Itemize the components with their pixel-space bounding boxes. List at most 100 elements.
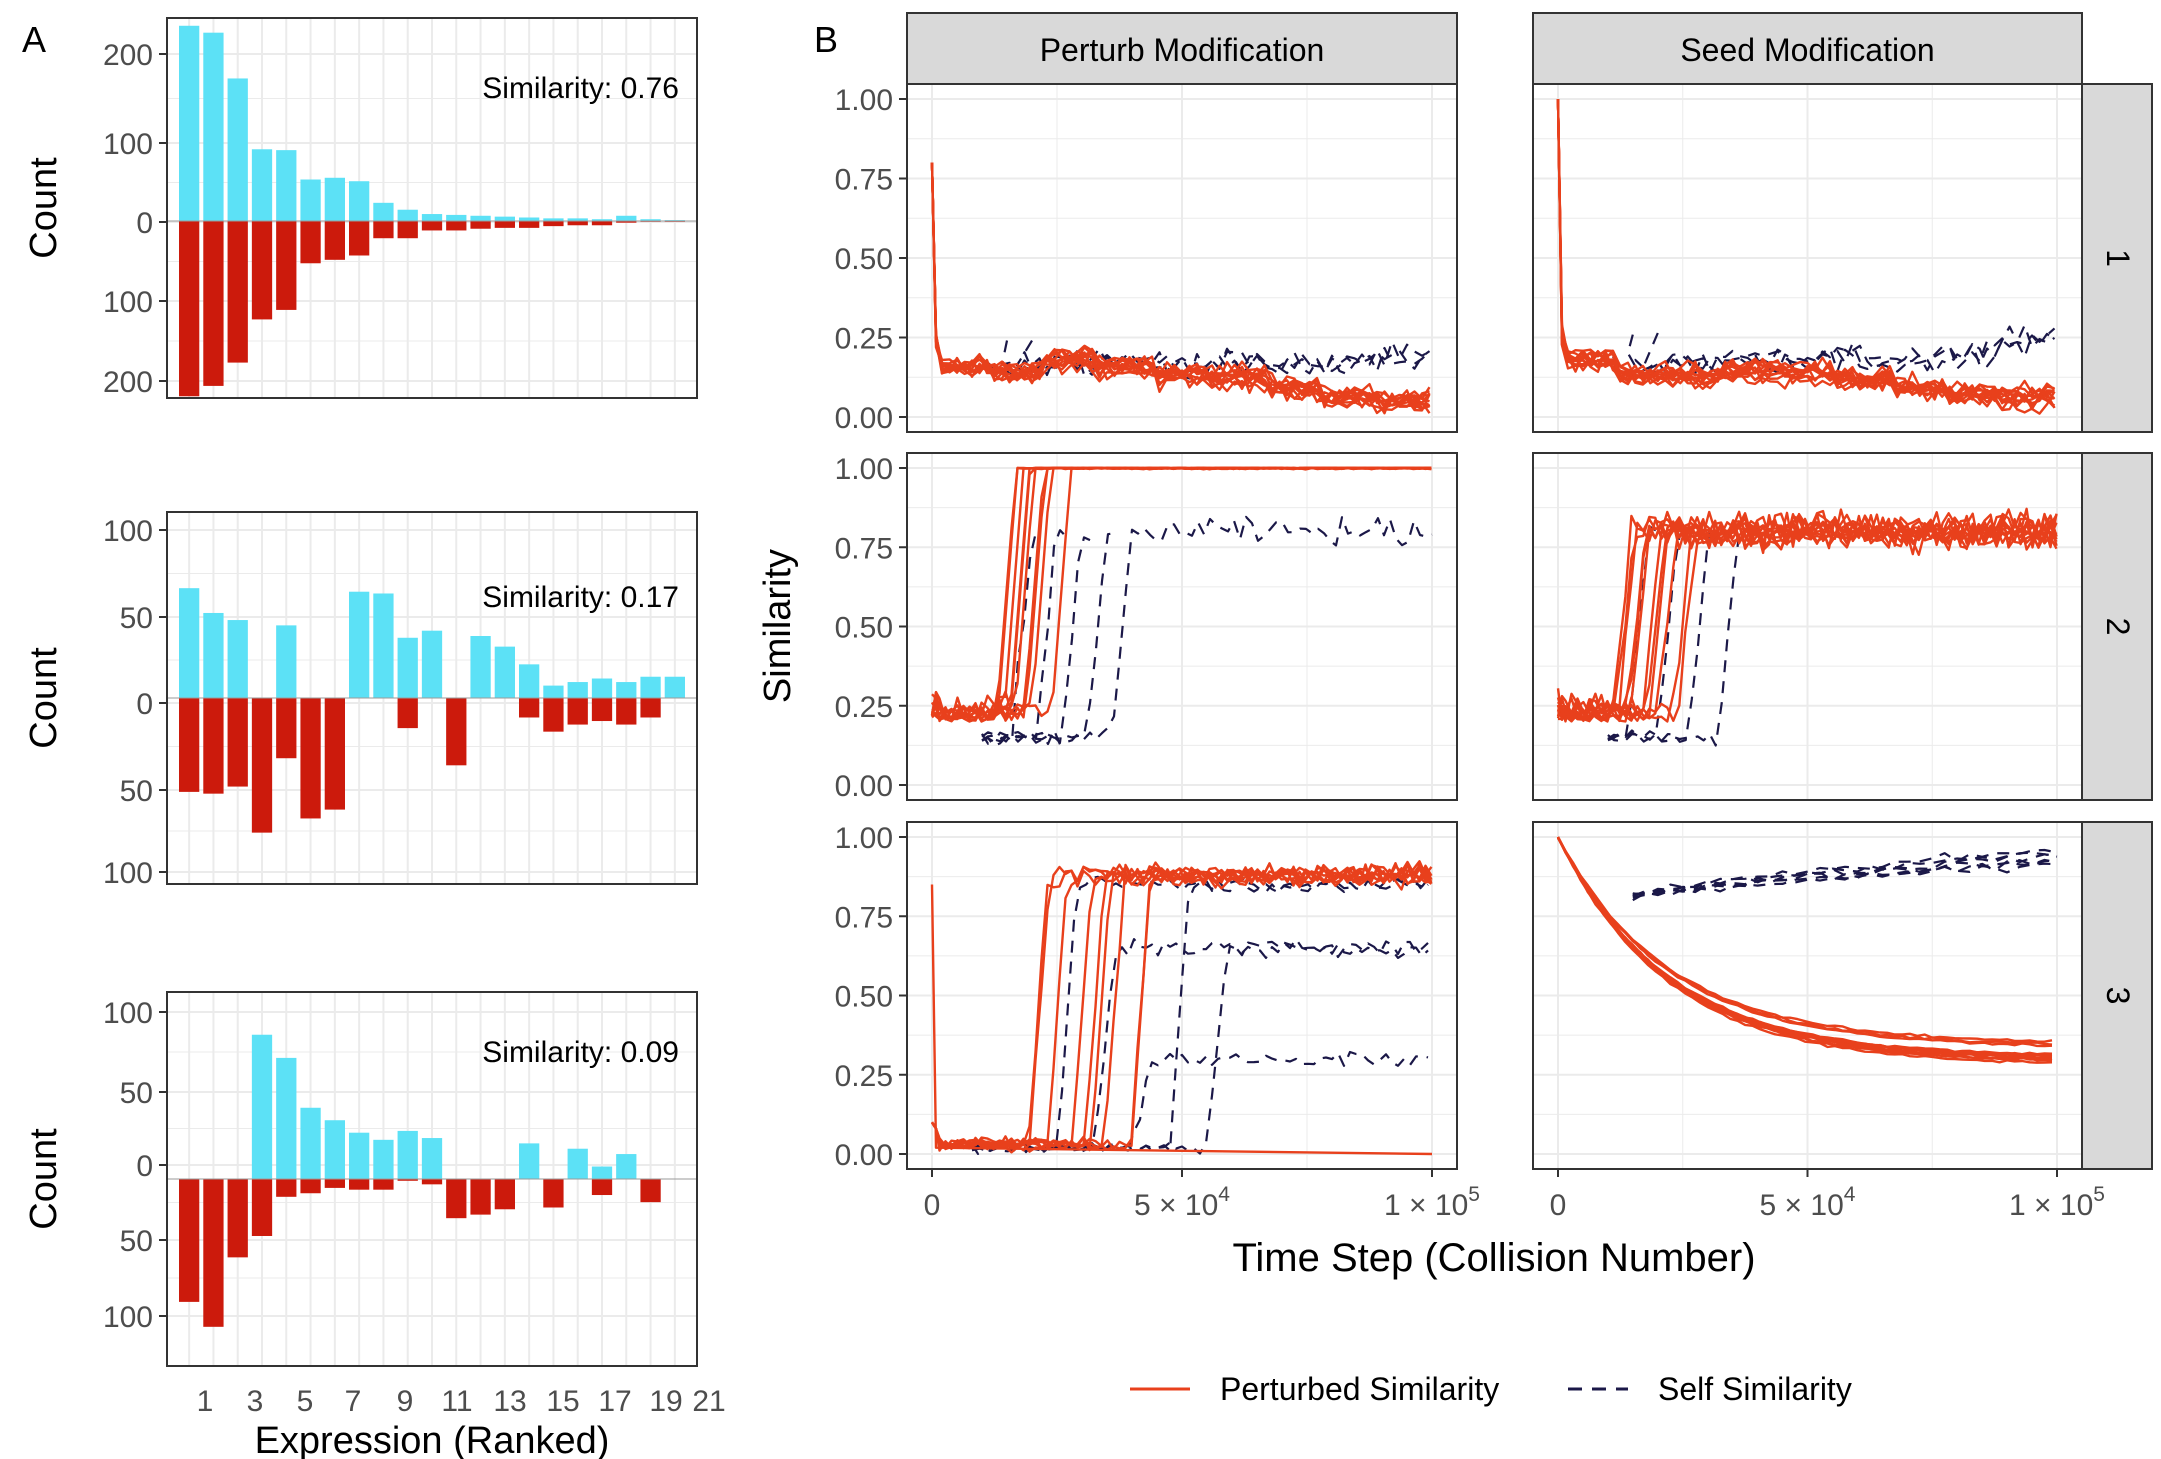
bar-positive	[543, 685, 564, 698]
bar-positive	[591, 219, 613, 221]
bar-negative	[591, 220, 613, 226]
self-similarity-line	[1632, 851, 2058, 902]
y-tick-label: 0.25	[835, 691, 893, 724]
bar-chart-1: 200 100 0 100 200 Count Similarity: 0.76	[23, 17, 698, 399]
y-tick-label: 0	[136, 207, 153, 240]
facet-perturb-modification-row-3: 0.00 0.25 0.50 0.75 1.00 0 5 × 104 1 × 105	[835, 821, 1480, 1222]
self-similarity-line	[1000, 340, 1431, 381]
facet-seed-modification-row-3: 0 5 × 104 1 × 105	[1532, 821, 2105, 1222]
bar-negative	[203, 698, 224, 794]
y-axis-title: Count	[23, 647, 65, 749]
bar-positive	[300, 1107, 321, 1179]
facet-strip-column-label: Perturb Modification	[1040, 32, 1325, 68]
bar-positive	[519, 1143, 540, 1179]
y-tick-label: 50	[120, 1225, 153, 1258]
bar-negative	[567, 220, 588, 226]
bar-positive	[203, 612, 224, 698]
x-tick-label: 1 × 105	[1384, 1183, 1480, 1222]
bar-negative	[324, 698, 345, 810]
bar-positive	[227, 78, 248, 221]
y-tick-label: 100	[103, 857, 153, 890]
y-tick-label: 0.75	[835, 164, 893, 197]
perturbed-similarity-line	[1556, 836, 2053, 1062]
bar-negative	[227, 698, 248, 787]
plot-border	[166, 17, 698, 399]
perturbed-similarity-line	[1556, 836, 2053, 1057]
y-tick-label: 0.75	[835, 901, 893, 934]
bar-negative	[276, 1179, 297, 1197]
bar-negative	[446, 1179, 467, 1219]
bar-positive	[203, 32, 224, 221]
bar-negative	[276, 698, 297, 759]
y-tick-label: 0.50	[835, 612, 893, 645]
bar-positive	[591, 1166, 613, 1179]
facet-seed-modification-row-1	[1532, 83, 2083, 433]
bar-negative	[227, 220, 248, 363]
y-tick-label: 0.75	[835, 532, 893, 565]
x-tick-label: 1	[197, 1385, 214, 1418]
bar-positive	[664, 676, 685, 698]
y-tick-label: 0	[136, 688, 153, 721]
panel-a-letter: A	[22, 19, 46, 60]
self-similarity-line	[1607, 529, 1746, 747]
y-tick-label: 1.00	[835, 84, 893, 117]
bar-positive	[421, 630, 443, 698]
y-axis-title: Similarity	[757, 549, 799, 703]
bar-positive	[640, 219, 661, 221]
bar-negative	[446, 698, 467, 766]
x-axis-title: Expression (Ranked)	[255, 1420, 610, 1459]
bar-negative	[543, 220, 564, 227]
facet-strip-row	[2081, 83, 2153, 433]
bar-negative	[324, 1179, 345, 1188]
bar-positive	[616, 1154, 637, 1179]
facet-seed-modification-row-2	[1532, 452, 2083, 801]
bar-negative	[494, 220, 515, 228]
y-tick-label: 100	[103, 1301, 153, 1334]
self-similarity-line	[971, 1050, 1429, 1154]
bar-negative	[591, 698, 613, 722]
bar-positive	[470, 215, 491, 221]
x-tick-exponent: 4	[1218, 1183, 1230, 1206]
bar-positive	[349, 181, 370, 221]
bar-positive	[324, 177, 345, 221]
perturbed-similarity-line	[930, 466, 1432, 720]
x-axis-title: Time Step (Collision Number)	[1232, 1236, 1755, 1280]
bar-negative	[567, 698, 588, 725]
bar-positive	[519, 664, 540, 698]
facet-perturb-modification-row-1: 0.00 0.25 0.50 0.75 1.00	[835, 83, 1458, 435]
legend-self-label: Self Similarity	[1658, 1371, 1852, 1407]
bar-positive	[567, 682, 588, 698]
bar-positive	[373, 1139, 394, 1179]
bar-negative	[373, 220, 394, 239]
x-tick-label: 13	[493, 1385, 526, 1418]
y-tick-label: 50	[120, 775, 153, 808]
similarity-annotation: Similarity: 0.17	[482, 581, 679, 614]
bar-positive	[300, 179, 321, 221]
bar-positive	[616, 215, 637, 221]
y-tick-label: 100	[103, 128, 153, 161]
bar-negative	[616, 698, 637, 725]
bar-positive	[276, 625, 297, 698]
bar-negative	[349, 1179, 370, 1190]
y-tick-label: 200	[103, 39, 153, 72]
y-tick-label: 100	[103, 997, 153, 1030]
bar-negative	[640, 1179, 661, 1203]
bar-positive	[324, 1120, 345, 1179]
facet-strip-row-label: 2	[2100, 618, 2136, 636]
bar-negative	[179, 1179, 200, 1302]
bar-positive	[567, 1148, 588, 1179]
x-tick-label: 3	[247, 1385, 264, 1418]
bar-negative	[349, 220, 370, 256]
bar-positive	[494, 216, 515, 221]
y-tick-label: 200	[103, 366, 153, 399]
bar-negative	[276, 220, 297, 310]
bar-positive	[397, 1130, 418, 1179]
bar-positive	[227, 620, 248, 698]
bar-negative	[470, 1179, 491, 1215]
bar-positive	[421, 214, 443, 221]
y-tick-label: 0.25	[835, 323, 893, 356]
bar-negative	[640, 698, 661, 718]
bar-negative	[300, 1179, 321, 1194]
